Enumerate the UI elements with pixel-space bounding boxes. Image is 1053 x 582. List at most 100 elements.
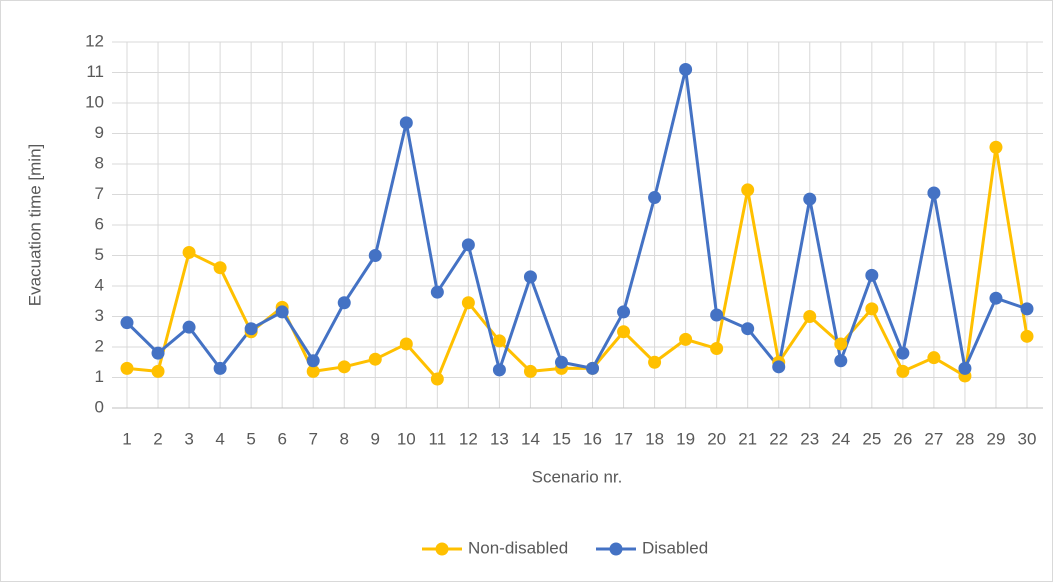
marker xyxy=(617,325,631,339)
legend-marker xyxy=(609,542,623,556)
y-tick-label: 11 xyxy=(86,62,104,81)
y-tick-label: 1 xyxy=(95,367,104,386)
marker xyxy=(430,285,444,299)
marker xyxy=(865,302,879,316)
y-tick-label: 5 xyxy=(95,245,104,264)
y-tick-label: 10 xyxy=(85,92,104,111)
marker xyxy=(679,332,693,346)
y-tick-label: 7 xyxy=(95,184,104,203)
x-axis-label: Scenario nr. xyxy=(532,467,623,486)
marker xyxy=(554,355,568,369)
marker xyxy=(865,268,879,282)
y-tick-label: 8 xyxy=(95,153,104,172)
y-tick-label: 2 xyxy=(95,336,104,355)
marker xyxy=(803,310,817,323)
x-tick-label: 22 xyxy=(769,429,788,448)
marker xyxy=(461,296,475,310)
x-tick-label: 7 xyxy=(308,429,317,448)
x-tick-label: 1 xyxy=(122,429,131,448)
marker xyxy=(399,116,413,130)
marker xyxy=(803,192,817,206)
x-tick-label: 30 xyxy=(1018,429,1037,448)
x-tick-label: 9 xyxy=(371,429,380,448)
x-tick-label: 6 xyxy=(277,429,286,448)
x-tick-label: 24 xyxy=(831,429,850,448)
x-tick-label: 23 xyxy=(800,429,819,448)
x-tick-label: 29 xyxy=(987,429,1006,448)
marker xyxy=(1020,329,1034,343)
marker xyxy=(337,296,351,310)
marker xyxy=(306,354,320,368)
marker xyxy=(648,191,662,205)
x-tick-label: 25 xyxy=(862,429,881,448)
x-tick-label: 27 xyxy=(924,429,943,448)
marker xyxy=(151,364,165,378)
marker xyxy=(710,308,724,322)
x-tick-label: 11 xyxy=(429,429,447,448)
marker xyxy=(120,316,134,330)
marker xyxy=(461,238,475,252)
marker xyxy=(989,140,1003,154)
y-tick-label: 9 xyxy=(95,123,104,142)
marker xyxy=(958,361,972,375)
x-tick-label: 4 xyxy=(215,429,224,448)
marker xyxy=(213,261,227,275)
marker xyxy=(306,364,320,378)
x-tick-label: 14 xyxy=(521,429,540,448)
y-tick-label: 3 xyxy=(95,306,104,325)
marker xyxy=(1020,302,1034,316)
marker xyxy=(523,364,537,378)
marker xyxy=(834,337,848,351)
marker xyxy=(679,62,693,76)
marker xyxy=(989,291,1003,305)
legend-marker xyxy=(435,542,449,556)
legend-label: Non-disabled xyxy=(468,538,568,557)
y-tick-label: 0 xyxy=(95,397,104,416)
x-tick-label: 5 xyxy=(246,429,255,448)
marker xyxy=(648,355,662,369)
x-tick-label: 10 xyxy=(397,429,416,448)
x-tick-label: 3 xyxy=(184,429,193,448)
x-tick-label: 16 xyxy=(583,429,602,448)
marker xyxy=(492,363,506,377)
legend-label: Disabled xyxy=(642,538,708,557)
y-axis-label: Evacuation time [min] xyxy=(25,144,44,307)
x-tick-label: 26 xyxy=(893,429,912,448)
x-tick-label: 2 xyxy=(153,429,162,448)
marker xyxy=(182,320,196,334)
y-tick-label: 6 xyxy=(95,214,104,233)
y-tick-label: 4 xyxy=(95,275,104,294)
marker xyxy=(182,245,196,259)
x-tick-label: 12 xyxy=(459,429,478,448)
marker xyxy=(399,337,413,351)
x-tick-label: 17 xyxy=(614,429,633,448)
marker xyxy=(275,305,289,319)
x-tick-label: 13 xyxy=(490,429,509,448)
x-tick-label: 15 xyxy=(552,429,571,448)
marker xyxy=(617,305,631,319)
x-tick-label: 8 xyxy=(340,429,349,448)
marker xyxy=(368,249,382,262)
marker xyxy=(741,322,755,336)
marker xyxy=(492,334,506,348)
marker xyxy=(244,322,258,336)
x-tick-label: 20 xyxy=(707,429,726,448)
x-tick-label: 21 xyxy=(738,429,757,448)
marker xyxy=(896,346,910,360)
marker xyxy=(741,183,755,197)
x-tick-label: 19 xyxy=(676,429,695,448)
marker xyxy=(834,354,848,368)
marker xyxy=(337,360,351,374)
marker xyxy=(710,342,724,356)
y-tick-label: 12 xyxy=(85,31,104,50)
marker xyxy=(120,361,134,375)
marker xyxy=(927,186,941,200)
marker xyxy=(586,361,600,375)
x-tick-label: 28 xyxy=(955,429,974,448)
marker xyxy=(151,346,165,360)
marker xyxy=(772,360,786,374)
marker xyxy=(213,361,227,375)
marker xyxy=(430,372,444,386)
x-tick-label: 18 xyxy=(645,429,664,448)
